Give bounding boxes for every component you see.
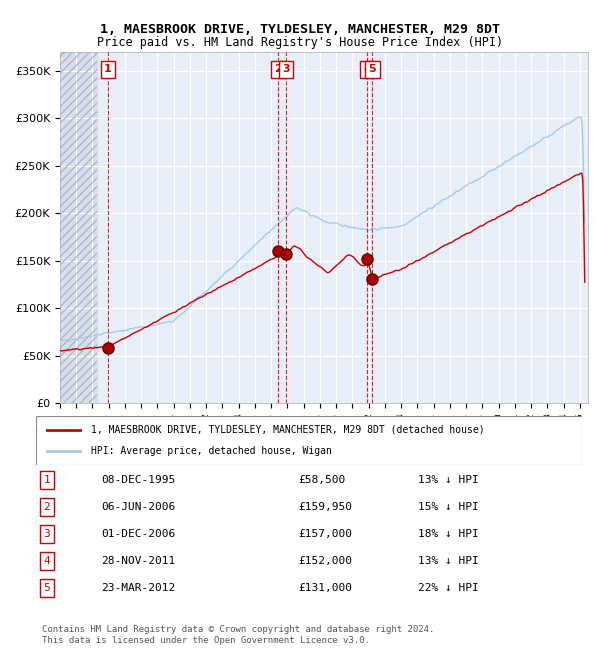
Text: 23-MAR-2012: 23-MAR-2012 — [101, 583, 176, 593]
Text: 08-DEC-1995: 08-DEC-1995 — [101, 474, 176, 485]
Text: 2: 2 — [44, 502, 50, 512]
Text: 3: 3 — [283, 64, 290, 74]
Text: £157,000: £157,000 — [298, 529, 352, 539]
Bar — [60, 52, 97, 403]
Text: 5: 5 — [368, 64, 376, 74]
Text: 15% ↓ HPI: 15% ↓ HPI — [418, 502, 479, 512]
Text: 2: 2 — [274, 64, 282, 74]
Text: 1: 1 — [44, 474, 50, 485]
Text: 1, MAESBROOK DRIVE, TYLDESLEY, MANCHESTER, M29 8DT (detached house): 1, MAESBROOK DRIVE, TYLDESLEY, MANCHESTE… — [91, 424, 484, 435]
Text: 5: 5 — [44, 583, 50, 593]
Text: 18% ↓ HPI: 18% ↓ HPI — [418, 529, 479, 539]
Text: 13% ↓ HPI: 13% ↓ HPI — [418, 474, 479, 485]
FancyBboxPatch shape — [36, 416, 582, 465]
Text: 1, MAESBROOK DRIVE, TYLDESLEY, MANCHESTER, M29 8DT: 1, MAESBROOK DRIVE, TYLDESLEY, MANCHESTE… — [100, 23, 500, 36]
Text: 1: 1 — [104, 64, 112, 74]
Text: £58,500: £58,500 — [298, 474, 346, 485]
Text: £159,950: £159,950 — [298, 502, 352, 512]
Text: £131,000: £131,000 — [298, 583, 352, 593]
Text: Price paid vs. HM Land Registry's House Price Index (HPI): Price paid vs. HM Land Registry's House … — [97, 36, 503, 49]
Bar — [60, 52, 97, 403]
Text: Contains HM Land Registry data © Crown copyright and database right 2024.
This d: Contains HM Land Registry data © Crown c… — [42, 625, 434, 645]
Text: 01-DEC-2006: 01-DEC-2006 — [101, 529, 176, 539]
Text: HPI: Average price, detached house, Wigan: HPI: Average price, detached house, Wiga… — [91, 446, 331, 456]
Text: 22% ↓ HPI: 22% ↓ HPI — [418, 583, 479, 593]
Text: 4: 4 — [44, 556, 50, 566]
Text: £152,000: £152,000 — [298, 556, 352, 566]
Text: 4: 4 — [363, 64, 371, 74]
Text: 13% ↓ HPI: 13% ↓ HPI — [418, 556, 479, 566]
Text: 3: 3 — [44, 529, 50, 539]
Text: 28-NOV-2011: 28-NOV-2011 — [101, 556, 176, 566]
Text: 06-JUN-2006: 06-JUN-2006 — [101, 502, 176, 512]
